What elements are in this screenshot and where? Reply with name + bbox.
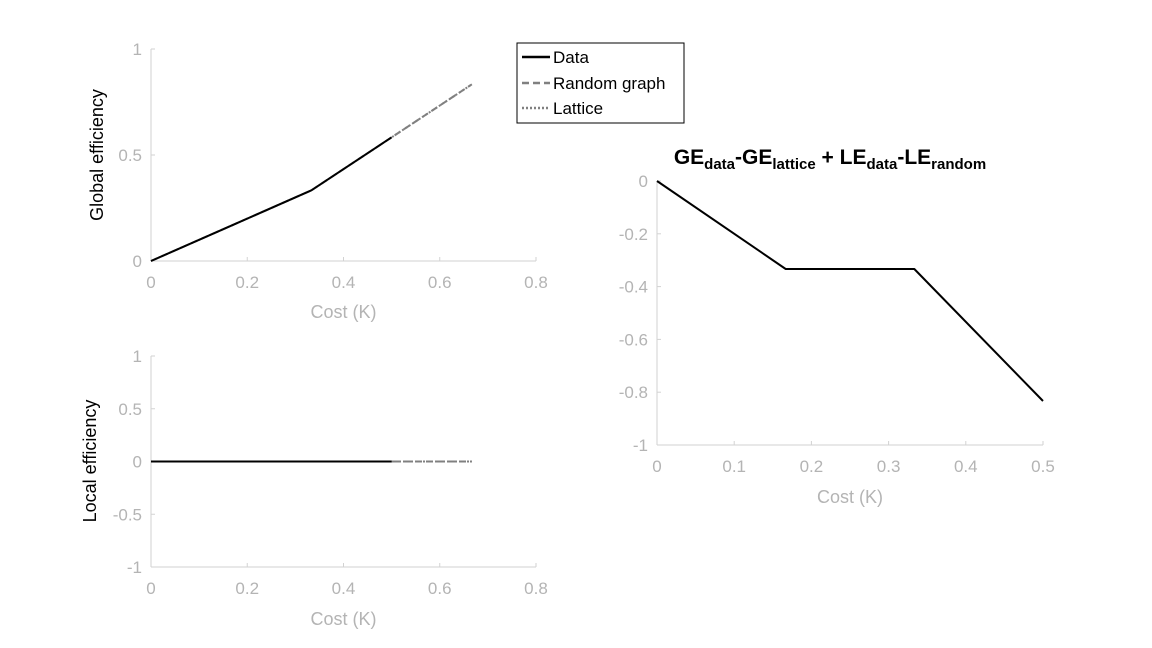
local-y-tick-label: 0 — [133, 453, 142, 472]
combined-x-tick-label: 0.5 — [1031, 457, 1055, 476]
combined-y-tick-label: -1 — [633, 436, 648, 455]
global-series-lattice — [150, 83, 473, 262]
global-x-tick-label: 0 — [146, 273, 155, 292]
global-x-tick-label: 0.8 — [524, 273, 548, 292]
legend-label-data: Data — [553, 48, 589, 67]
local-x-tick-label: 0.8 — [524, 579, 548, 598]
global-x-tick-label: 0.2 — [235, 273, 259, 292]
combined-y-tick-label: -0.6 — [619, 330, 648, 349]
combined-x-tick-label: 0.4 — [954, 457, 978, 476]
global-efficiency-axes: 0 0.2 0.4 0.6 0.8 0 0.5 1 Cost (K) Global efficie… — [87, 40, 548, 322]
combined-y-tick-label: -0.2 — [619, 225, 648, 244]
combined-x-tick-label: 0.1 — [722, 457, 746, 476]
local-x-tick-label: 0.4 — [332, 579, 356, 598]
global-x-tick-label: 0.4 — [332, 273, 356, 292]
combined-difference-axes: 0 0.1 0.2 0.3 0.4 0.5 -1 -0.8 -0.6 -0.4 -0.2 0 Cost … — [619, 146, 1055, 507]
local-y-tick-label: 0.5 — [118, 400, 142, 419]
legend-label-random-graph: Random graph — [553, 74, 665, 93]
local-x-tick-label: 0.2 — [235, 579, 259, 598]
global-series-data — [150, 136, 393, 262]
local-y-tick-label: -1 — [127, 558, 142, 577]
local-y-tick-label: -0.5 — [113, 505, 142, 524]
local-x-tick-label: 0 — [146, 579, 155, 598]
combined-x-tick-label: 0.2 — [800, 457, 824, 476]
legend: Data Random graph Lattice — [516, 42, 685, 124]
combined-x-tick-label: 0.3 — [877, 457, 901, 476]
combined-y-tick-label: -0.4 — [619, 278, 648, 297]
legend-label-lattice: Lattice — [553, 99, 603, 118]
global-x-tick-label: 0.6 — [428, 273, 452, 292]
global-y-tick-label: 1 — [133, 40, 142, 59]
local-y-axis-label: Local efficiency — [80, 400, 100, 523]
local-y-tick-label: 1 — [133, 347, 142, 366]
combined-y-tick-label: 0 — [639, 172, 648, 191]
combined-y-tick-label: -0.8 — [619, 383, 648, 402]
combined-title: GEdata-GElattice + LEdata-LErandom — [674, 146, 986, 173]
local-x-tick-label: 0.6 — [428, 579, 452, 598]
local-x-axis-label: Cost (K) — [310, 609, 376, 629]
local-efficiency-axes: 0 0.2 0.4 0.6 0.8 -1 -0.5 0 0.5 1 Cost (K) Local ef… — [80, 347, 548, 629]
combined-x-tick-label: 0 — [652, 457, 661, 476]
global-y-tick-label: 0 — [133, 252, 142, 271]
global-x-axis-label: Cost (K) — [310, 302, 376, 322]
global-y-axis-label: Global efficiency — [87, 89, 107, 221]
combined-series-line — [656, 180, 1044, 402]
combined-x-axis-label: Cost (K) — [817, 487, 883, 507]
global-series-random-graph — [150, 83, 473, 262]
global-y-tick-label: 0.5 — [118, 146, 142, 165]
